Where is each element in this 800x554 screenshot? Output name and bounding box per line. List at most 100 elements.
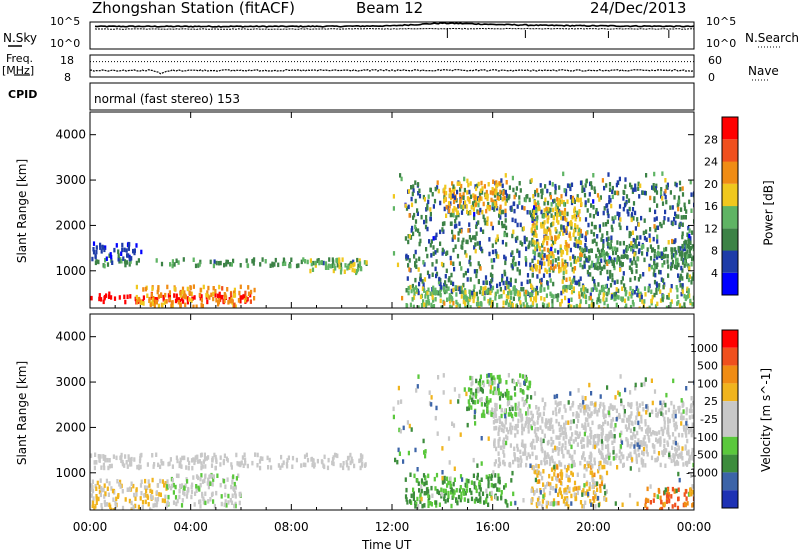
power-cell — [516, 204, 519, 209]
velocity-cell — [651, 409, 654, 415]
velocity-cell — [487, 476, 490, 481]
power-cell — [514, 261, 517, 267]
power-cell — [495, 203, 498, 209]
velocity-cell — [498, 416, 501, 421]
power-sparse-cell — [511, 264, 514, 269]
velocity-sparse-cell — [409, 472, 412, 477]
velocity-sparse-cell — [648, 412, 651, 418]
velocity-cell — [527, 452, 530, 457]
velocity-cell — [592, 478, 595, 484]
power-cell — [466, 209, 469, 215]
power-cell — [629, 286, 632, 291]
xtick-label-2: 08:00 — [274, 520, 309, 534]
power-sparse-cell — [576, 197, 579, 202]
power-cell — [538, 206, 541, 211]
velocity-cell — [97, 454, 100, 459]
power-cell — [685, 251, 688, 256]
power-colorbar-swatch-7 — [722, 117, 738, 140]
power-cell — [229, 292, 233, 297]
power-cell — [449, 221, 452, 226]
power-cell — [412, 287, 415, 292]
velocity-sparse-cell — [581, 395, 584, 400]
power-cell — [583, 260, 586, 266]
power-cell — [537, 192, 540, 198]
velocity-cell — [586, 435, 589, 441]
velocity-sparse-cell — [487, 479, 490, 485]
velocity-cell — [593, 481, 596, 486]
power-cell — [550, 265, 553, 271]
power-cell — [554, 190, 557, 195]
velocity-sparse-cell — [431, 493, 434, 498]
velocity-cell — [435, 472, 439, 478]
power-cell — [443, 206, 446, 212]
power-sparse-cell — [473, 212, 476, 217]
velocity-cell — [496, 374, 499, 380]
power-cell — [259, 262, 262, 267]
velocity-cell — [323, 464, 326, 470]
velocity-cell — [587, 422, 590, 427]
velocity-cell — [443, 479, 446, 484]
power-cell — [533, 251, 537, 256]
velocity-cell — [126, 464, 129, 469]
power-cell — [452, 281, 455, 287]
velocity-cell — [474, 394, 478, 399]
power-sparse-cell — [411, 191, 414, 197]
power-cell — [587, 222, 590, 228]
power-cell — [571, 195, 574, 201]
power-cell — [573, 206, 576, 211]
velocity-cell — [471, 376, 474, 381]
power-sparse-cell — [513, 194, 516, 200]
velocity-cell — [647, 435, 650, 440]
velocity-sparse-cell — [645, 404, 648, 409]
velocity-cell — [522, 426, 525, 432]
power-sparse-cell — [683, 302, 686, 307]
power-cell — [673, 195, 676, 200]
power-sparse-cell — [474, 248, 477, 254]
power-cell — [99, 242, 102, 248]
power-cell — [133, 248, 136, 253]
velocity-cell — [279, 465, 282, 470]
power-cell — [601, 284, 604, 290]
power-cell — [617, 295, 620, 300]
power-sparse-cell — [465, 253, 468, 258]
power-cell — [682, 215, 685, 220]
velocity-cell — [511, 416, 515, 422]
power-cell — [580, 252, 583, 258]
velocity-cell — [106, 486, 109, 491]
power-cell — [451, 208, 454, 213]
power-cell — [661, 201, 665, 206]
power-cell — [507, 290, 510, 296]
velocity-sparse-cell — [487, 436, 490, 441]
power-cell — [499, 204, 502, 210]
velocity-cell — [146, 485, 149, 490]
velocity-sparse-cell — [392, 406, 395, 412]
power-cell — [561, 210, 564, 216]
power-cell — [214, 293, 217, 298]
power-colorbar-label-5: 24 — [704, 156, 718, 169]
velocity-sparse-cell — [686, 438, 689, 444]
power-cell — [177, 300, 180, 305]
power-cell — [190, 298, 193, 303]
power-cell — [610, 238, 613, 243]
power-cell — [457, 231, 460, 236]
velocity-cell — [685, 433, 688, 438]
power-sparse-cell — [429, 207, 432, 212]
power-cell — [452, 234, 455, 239]
velocity-cell — [506, 393, 509, 398]
power-cell — [551, 251, 554, 256]
power-cell — [619, 225, 622, 231]
power-colorbar-label-0: 4 — [711, 267, 718, 280]
velocity-cell — [533, 469, 536, 474]
velocity-cell — [533, 491, 536, 496]
power-sparse-cell — [524, 256, 527, 261]
power-cell — [445, 190, 448, 196]
velocity-cell — [497, 438, 500, 444]
velocity-cell — [478, 485, 481, 490]
velocity-cell — [667, 419, 670, 424]
power-cell — [557, 256, 560, 261]
power-sparse-cell — [690, 208, 693, 213]
velocity-cell — [95, 486, 98, 491]
velocity-cell — [587, 463, 590, 469]
power-sparse-cell — [601, 178, 604, 183]
velocity-sparse-cell — [397, 400, 400, 405]
